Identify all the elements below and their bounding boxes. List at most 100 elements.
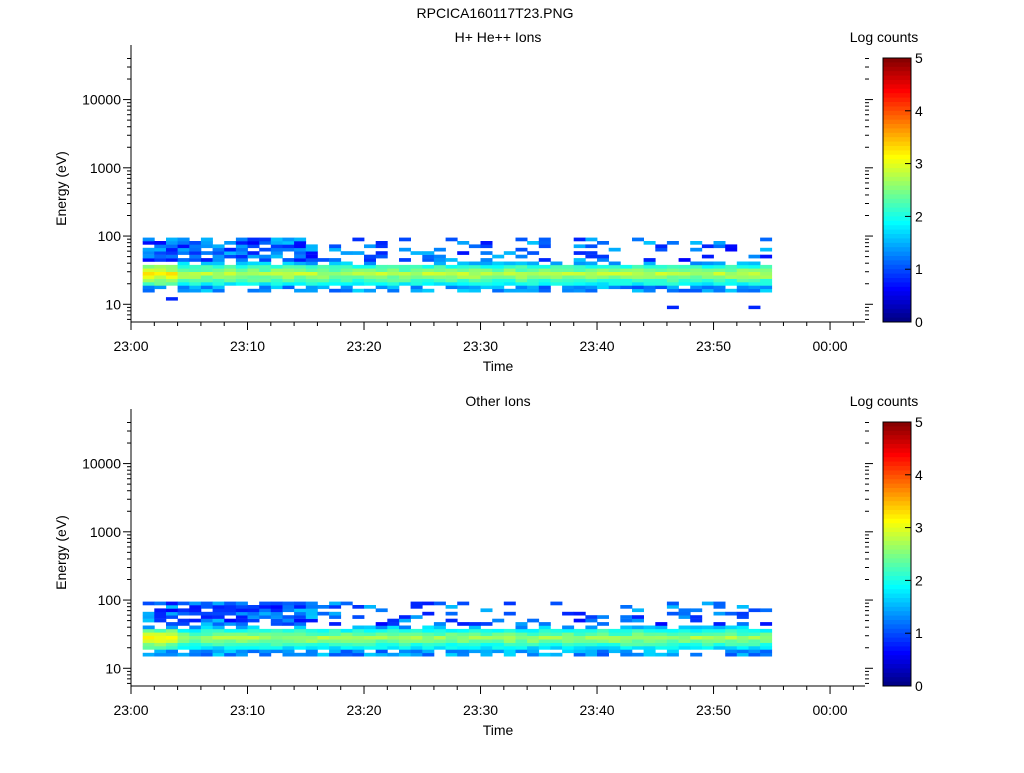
heatmap-cell xyxy=(573,618,586,623)
heatmap-cell xyxy=(597,652,609,657)
colorbar-segment xyxy=(883,62,911,68)
heatmap-cell xyxy=(748,628,761,633)
heatmap-cell xyxy=(585,254,598,259)
heatmap-cell xyxy=(166,282,178,286)
heatmap-cell xyxy=(655,275,668,279)
heatmap-cell xyxy=(177,632,190,636)
heatmap-cell xyxy=(736,635,749,640)
heatmap-cell xyxy=(375,632,388,636)
heatmap-cell xyxy=(352,615,365,619)
heatmap-cell xyxy=(247,264,260,269)
heatmap-cell xyxy=(294,237,307,242)
heatmap-cell xyxy=(736,642,749,647)
x-tick-label: 23:30 xyxy=(463,702,498,718)
heatmap-cell xyxy=(410,628,423,633)
heatmap-cell xyxy=(270,611,283,616)
heatmap-cell xyxy=(410,268,423,272)
heatmap-cell xyxy=(200,251,213,255)
heatmap-cell xyxy=(468,639,481,643)
heatmap-cell xyxy=(410,646,423,650)
heatmap-cell xyxy=(422,288,435,293)
heatmap-cell xyxy=(701,275,714,279)
heatmap-cell xyxy=(457,646,470,650)
heatmap-cell xyxy=(166,605,178,609)
heatmap-cell xyxy=(317,605,330,609)
heatmap-cell xyxy=(270,615,283,619)
heatmap-cell xyxy=(305,642,318,647)
heatmap-cell xyxy=(294,632,307,636)
heatmap-cell xyxy=(364,652,376,657)
heatmap-cell xyxy=(189,639,202,643)
heatmap-cell xyxy=(620,275,633,279)
heatmap-cell xyxy=(282,244,295,249)
heatmap-cell xyxy=(527,649,540,654)
colorbar-segment xyxy=(883,611,911,617)
heatmap-cell xyxy=(643,288,656,293)
heatmap-cell xyxy=(177,628,190,633)
heatmap-cell xyxy=(736,285,749,290)
colorbar-tick-label: 1 xyxy=(915,625,923,641)
heatmap-cell xyxy=(468,282,481,286)
heatmap-cell xyxy=(422,271,435,276)
heatmap-cell xyxy=(259,649,272,654)
colorbar-segment xyxy=(883,194,911,200)
heatmap-cell xyxy=(597,628,609,633)
heatmap-cell xyxy=(235,622,248,626)
heatmap-cell xyxy=(655,264,668,269)
heatmap-cell xyxy=(480,285,493,290)
heatmap-cell xyxy=(643,646,656,650)
heatmap-cell xyxy=(678,639,691,643)
heatmap-cell xyxy=(468,628,481,633)
heatmap-cell xyxy=(655,268,668,272)
heatmap-cell xyxy=(666,288,679,293)
heatmap-cell xyxy=(515,622,528,626)
heatmap-cell xyxy=(527,282,540,286)
heatmap-cell xyxy=(538,241,551,245)
heatmap-cell xyxy=(317,282,330,286)
x-tick-label: 23:00 xyxy=(113,702,148,718)
heatmap-cell xyxy=(329,632,342,636)
heatmap-cell xyxy=(282,639,295,643)
heatmap-cell xyxy=(748,264,761,269)
heatmap-cell xyxy=(527,628,540,633)
heatmap-cell xyxy=(282,635,295,640)
heatmap-cell xyxy=(736,278,749,283)
heatmap-cell xyxy=(736,264,749,269)
heatmap-cell xyxy=(562,642,575,647)
heatmap-cell xyxy=(748,649,761,654)
heatmap-cell xyxy=(259,275,272,279)
heatmap-cell xyxy=(655,622,668,626)
heatmap-cell xyxy=(270,605,283,609)
heatmap-cell xyxy=(364,642,376,647)
heatmap-cell xyxy=(643,264,656,269)
heatmap-cell xyxy=(247,278,260,283)
heatmap-cell xyxy=(340,288,353,293)
heatmap-cell xyxy=(212,285,225,290)
colorbar-segment xyxy=(883,66,911,72)
heatmap-cell xyxy=(399,632,411,636)
heatmap-cell xyxy=(364,646,376,650)
heatmap-cell xyxy=(422,601,435,606)
heatmap-cell xyxy=(375,642,388,647)
heatmap-cell xyxy=(200,635,213,640)
colorbar-segment xyxy=(883,146,911,151)
heatmap-cell xyxy=(364,261,376,266)
heatmap-cell xyxy=(725,282,738,286)
heatmap-cell xyxy=(282,628,295,633)
heatmap-cell xyxy=(305,652,318,657)
heatmap-cell xyxy=(166,652,178,657)
heatmap-cell xyxy=(224,247,237,252)
heatmap-cell xyxy=(690,282,703,286)
heatmap-cell xyxy=(690,275,703,279)
heatmap-cell xyxy=(282,632,295,636)
y-tick-label: 1000 xyxy=(90,160,121,176)
y-tick-label: 1000 xyxy=(90,524,121,540)
heatmap-cell xyxy=(760,635,773,640)
heatmap-cell xyxy=(247,615,260,619)
heatmap-cell xyxy=(666,639,679,643)
heatmap-cell xyxy=(142,642,155,647)
heatmap-cell xyxy=(468,244,481,249)
heatmap-cell xyxy=(422,268,435,272)
heatmap-cell xyxy=(200,618,213,623)
